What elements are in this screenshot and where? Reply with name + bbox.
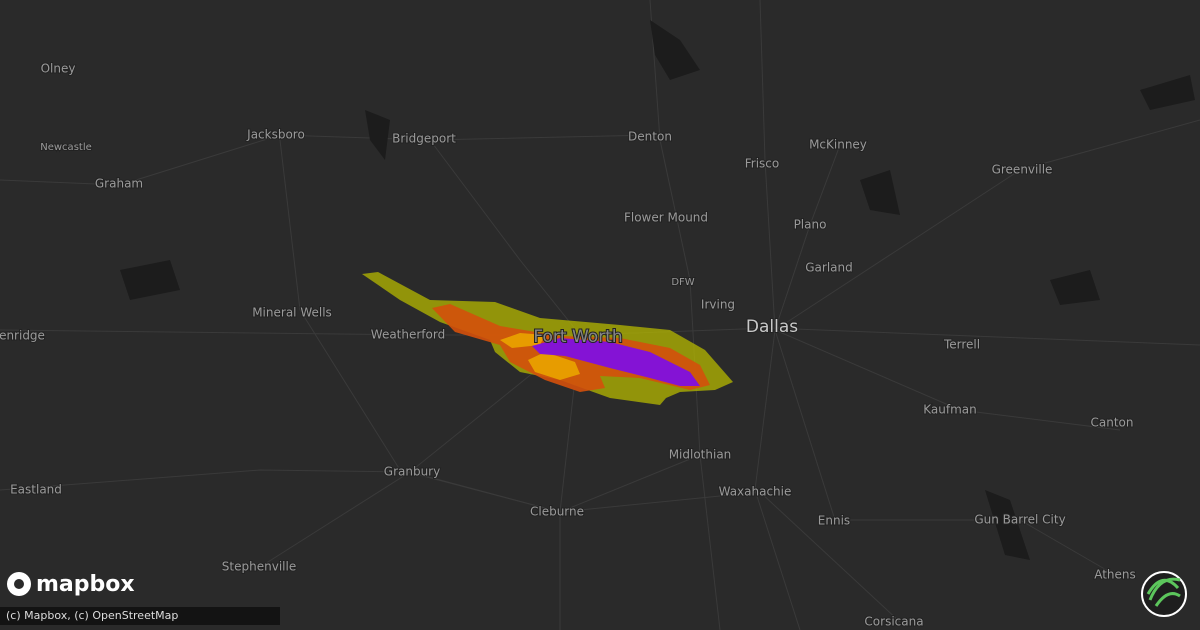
city-label: McKinney: [809, 138, 867, 152]
city-label: Newcastle: [40, 142, 92, 153]
city-label: Gun Barrel City: [974, 513, 1065, 527]
badge-mark: [1146, 577, 1181, 607]
city-label: Jacksboro: [246, 128, 305, 142]
city-label: Flower Mound: [624, 211, 708, 225]
city-label: Corsicana: [864, 615, 923, 629]
logo-icon-inner: [14, 579, 24, 589]
city-label: Denton: [628, 130, 672, 144]
city-label: Midlothian: [669, 448, 732, 462]
city-label: Cleburne: [530, 505, 584, 519]
badge-circle: [1141, 571, 1187, 617]
swath-severe: [532, 338, 700, 386]
city-label: Eastland: [10, 483, 62, 497]
city-label: DFW: [671, 277, 694, 288]
city-label: Kaufman: [923, 403, 977, 417]
major-city-label: Dallas: [746, 317, 798, 337]
city-label: Frisco: [745, 157, 780, 171]
city-label: Mineral Wells: [252, 306, 332, 320]
city-label: Graham: [95, 177, 143, 191]
city-label: Ennis: [818, 514, 850, 528]
city-labels: Olney Newcastle Jacksboro Bridgeport Gra…: [0, 61, 1137, 630]
attribution-bg: [0, 607, 280, 625]
hail-swath: [362, 272, 733, 405]
city-label: Terrell: [943, 338, 980, 352]
city-label: Plano: [794, 218, 827, 232]
swath-high: [500, 333, 580, 380]
city-label: Greenville: [992, 163, 1053, 177]
city-label: Bridgeport: [392, 132, 456, 146]
lakes: [120, 20, 1195, 560]
city-label: Stephenville: [222, 560, 296, 574]
logo-text: mapbox: [36, 572, 135, 597]
city-label: Irving: [701, 298, 735, 312]
city-label: Athens: [1094, 568, 1136, 582]
city-label: Olney: [41, 62, 76, 76]
city-label: enridge: [0, 329, 45, 343]
major-city-label: Fort Worth: [533, 327, 622, 347]
city-label: Weatherford: [371, 328, 445, 342]
city-label: Waxahachie: [719, 485, 792, 499]
city-label: Granbury: [384, 465, 440, 479]
mapbox-logo[interactable]: mapbox: [7, 572, 135, 597]
city-label: Canton: [1091, 416, 1134, 430]
brand-badge: [1141, 571, 1187, 617]
city-label: Garland: [805, 261, 853, 275]
attribution[interactable]: (c) Mapbox, (c) OpenStreetMap: [6, 609, 178, 622]
